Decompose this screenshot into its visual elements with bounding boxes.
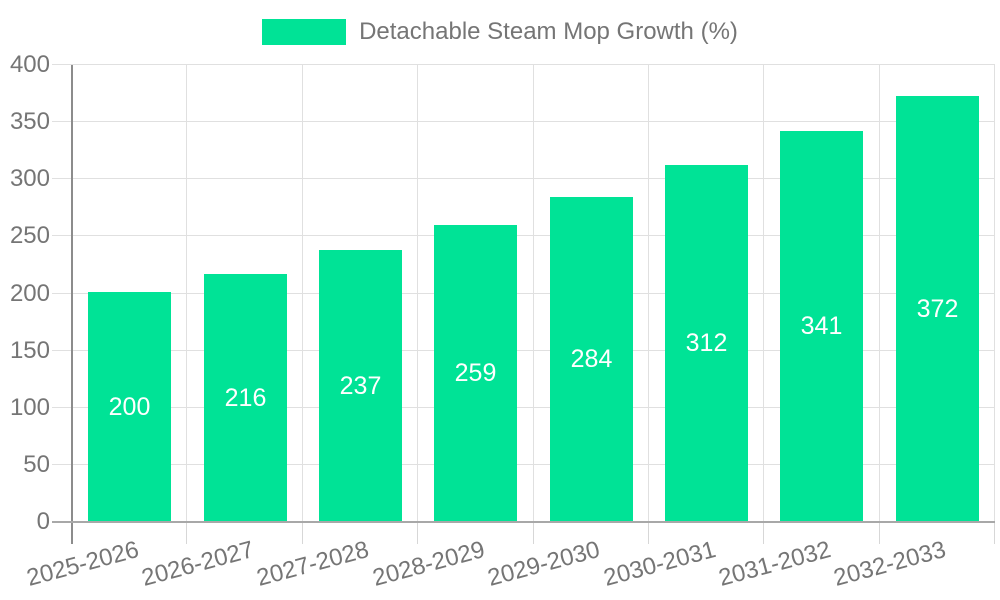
y-axis-line (71, 65, 73, 544)
bar-value-label: 372 (916, 294, 959, 323)
legend[interactable]: Detachable Steam Mop Growth (%) (0, 19, 1000, 45)
y-axis-label: 300 (9, 165, 50, 192)
y-axis-label: 350 (9, 108, 50, 135)
h-gridline (52, 178, 995, 179)
bar[interactable]: 372 (896, 96, 979, 521)
y-axis-label: 200 (9, 280, 50, 307)
legend-swatch (262, 19, 347, 45)
y-axis-label: 50 (23, 451, 50, 478)
bar-value-label: 284 (570, 345, 613, 373)
v-gridline (186, 65, 187, 522)
bar-value-label: 216 (224, 383, 267, 412)
y-axis-label: 100 (9, 394, 50, 421)
bar-value-label: 312 (685, 329, 728, 357)
bar[interactable]: 216 (204, 274, 287, 521)
bar-value-label: 341 (800, 312, 843, 340)
v-gridline (533, 65, 534, 522)
y-axis-label: 400 (9, 51, 50, 78)
v-gridline (879, 65, 880, 522)
bar[interactable]: 259 (434, 225, 517, 521)
x-axis-tick (879, 522, 880, 544)
v-gridline (763, 65, 764, 522)
y-axis-label: 150 (9, 337, 50, 364)
bar[interactable]: 237 (319, 250, 402, 521)
x-axis-tick (763, 522, 764, 544)
x-axis-line (52, 521, 995, 523)
bar[interactable]: 284 (550, 197, 633, 521)
x-axis-tick (186, 522, 187, 544)
bar[interactable]: 312 (665, 165, 748, 521)
h-gridline (52, 464, 995, 465)
h-gridline (52, 407, 995, 408)
x-axis-tick (533, 522, 534, 544)
x-axis-tick (302, 522, 303, 544)
h-gridline (52, 350, 995, 351)
v-gridline (994, 65, 995, 522)
h-gridline (52, 293, 995, 294)
v-gridline (417, 65, 418, 522)
x-axis-tick (417, 522, 418, 544)
y-axis-label: 250 (9, 222, 50, 249)
v-gridline (302, 65, 303, 522)
legend-label: Detachable Steam Mop Growth (%) (359, 18, 738, 45)
bar-value-label: 237 (339, 371, 382, 400)
bar-value-label: 259 (454, 359, 497, 387)
x-axis-tick (648, 522, 649, 544)
h-gridline (52, 235, 995, 236)
bar[interactable]: 341 (780, 131, 863, 521)
h-gridline (52, 64, 995, 65)
bar-value-label: 200 (108, 392, 151, 421)
v-gridline (648, 65, 649, 522)
bar[interactable]: 200 (88, 292, 171, 521)
x-axis-tick (994, 522, 995, 544)
y-axis-label: 0 (36, 508, 50, 535)
h-gridline (52, 121, 995, 122)
